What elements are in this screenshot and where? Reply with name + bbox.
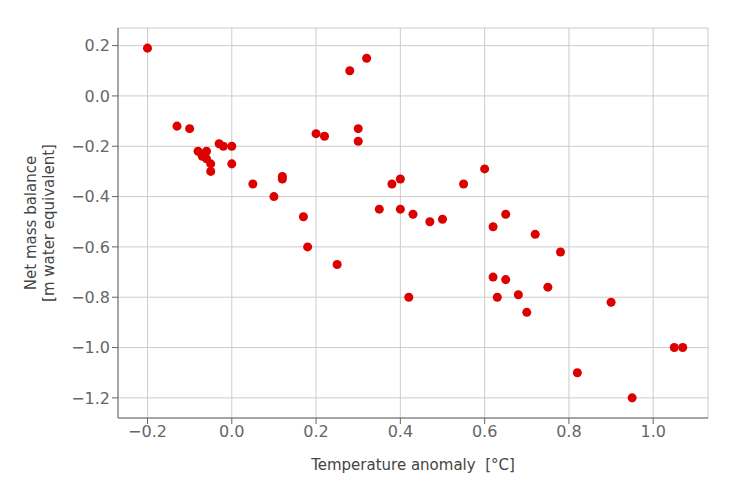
svg-text:0.2: 0.2 [303,422,328,441]
svg-text:0.0: 0.0 [219,422,244,441]
svg-text:0.6: 0.6 [472,422,497,441]
svg-text:−0.8: −0.8 [71,288,110,307]
svg-text:−0.4: −0.4 [71,187,110,206]
svg-text:−0.2: −0.2 [128,422,167,441]
svg-text:0.0: 0.0 [85,87,110,106]
svg-text:−0.2: −0.2 [71,137,110,156]
svg-text:Net mass balance[m water equiv: Net mass balance[m water equivalent] [22,144,58,302]
svg-text:0.2: 0.2 [85,36,110,55]
svg-text:0.8: 0.8 [556,422,581,441]
svg-text:Temperature anomaly [°C]: Temperature anomaly [°C] [310,456,515,474]
svg-text:−0.6: −0.6 [71,238,110,257]
svg-text:−1.0: −1.0 [71,338,110,357]
svg-text:0.4: 0.4 [388,422,413,441]
svg-text:1.0: 1.0 [640,422,665,441]
svg-text:−1.2: −1.2 [71,389,110,408]
